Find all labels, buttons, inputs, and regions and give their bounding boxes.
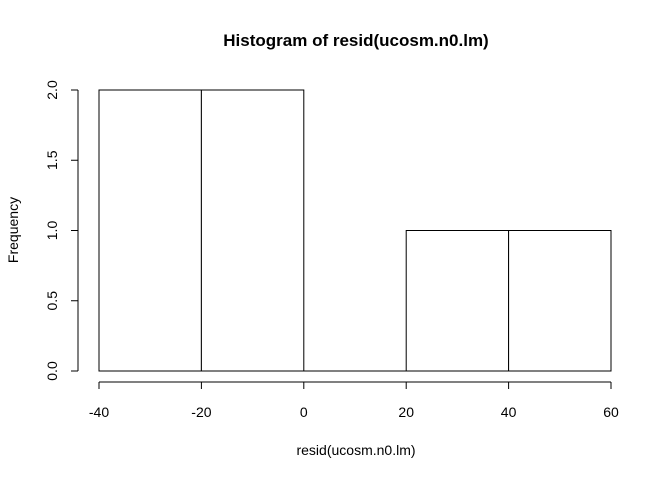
x-tick-label: 0 xyxy=(300,404,308,420)
y-tick-label: 1.5 xyxy=(44,150,60,170)
histogram-bar-3 xyxy=(405,230,510,372)
histogram-bars xyxy=(98,89,612,372)
y-axis: 0.0 0.5 1.0 1.5 2.0 xyxy=(44,80,79,381)
x-tick-label: 20 xyxy=(398,404,414,420)
x-tick-label: -40 xyxy=(89,404,109,420)
histogram-bar-0 xyxy=(98,89,202,372)
y-tick-label: 2.0 xyxy=(44,80,60,100)
y-axis-label: Frequency xyxy=(5,197,21,263)
x-axis-label: resid(ucosm.n0.lm) xyxy=(296,442,415,458)
x-tick-label: 40 xyxy=(501,404,517,420)
histogram-bar-4 xyxy=(508,230,612,372)
histogram-bar-1 xyxy=(200,89,305,372)
x-tick-label: -20 xyxy=(191,404,211,420)
chart-title: Histogram of resid(ucosm.n0.lm) xyxy=(223,31,488,50)
y-tick-label: 1.0 xyxy=(44,221,60,241)
x-tick-label: 60 xyxy=(603,404,619,420)
y-tick-label: 0.0 xyxy=(44,361,60,381)
x-axis: -40 -20 0 20 40 60 xyxy=(89,381,619,420)
y-tick-label: 0.5 xyxy=(44,291,60,311)
